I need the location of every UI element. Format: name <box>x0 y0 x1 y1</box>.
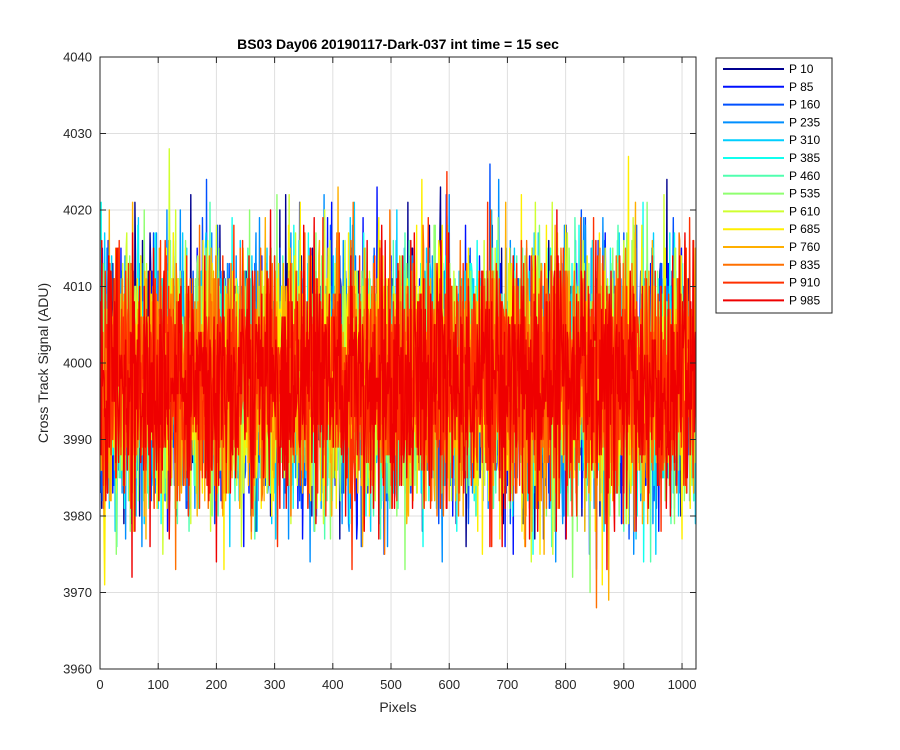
legend-entry: P 835 <box>789 258 820 272</box>
y-tick-label: 3980 <box>63 509 92 524</box>
legend-box <box>715 57 833 314</box>
x-tick-label: 200 <box>206 677 228 692</box>
legend-entry: P 235 <box>789 115 820 129</box>
legend-entry: P 385 <box>789 151 820 165</box>
legend-entry: P 10 <box>789 62 814 76</box>
y-tick-label: 4010 <box>63 279 92 294</box>
legend-entry: P 460 <box>789 169 820 183</box>
series-line <box>100 209 696 578</box>
legend-entry: P 85 <box>789 80 814 94</box>
y-axis-label: Cross Track Signal (ADU) <box>35 283 51 443</box>
y-tick-label: 4030 <box>63 126 92 141</box>
series-group <box>100 148 696 609</box>
legend-entry: P 535 <box>789 187 820 201</box>
legend-entry: P 760 <box>789 240 820 254</box>
y-tick-label: 4020 <box>63 203 92 218</box>
legend: P 10 P 85 P 160 P 235 P 310 P 385 P 460 P 535 P … <box>715 57 833 314</box>
x-tick-label: 800 <box>555 677 577 692</box>
y-tick-label: 3970 <box>63 585 92 600</box>
y-tick-label: 4000 <box>63 356 92 371</box>
x-axis-label: Pixels <box>379 699 416 715</box>
y-tick-label: 3960 <box>63 662 92 677</box>
legend-entry: P 160 <box>789 98 820 112</box>
chart-title: BS03 Day06 20190117-Dark-037 int time = … <box>237 36 559 52</box>
x-tick-label: 900 <box>613 677 635 692</box>
x-tick-label: 400 <box>322 677 344 692</box>
ticks: 0 100 200 300 400 500 600 700 800 900 1000 3960 3970… <box>63 50 696 693</box>
x-tick-label: 0 <box>96 677 103 692</box>
y-tick-label: 3990 <box>63 432 92 447</box>
x-tick-label: 700 <box>497 677 519 692</box>
y-tick-label: 4040 <box>63 50 92 65</box>
x-tick-label: 1000 <box>668 677 697 692</box>
legend-entry: P 985 <box>789 293 820 307</box>
x-tick-label: 300 <box>264 677 286 692</box>
legend-entry: P 685 <box>789 222 820 236</box>
legend-entry: P 310 <box>789 133 820 147</box>
x-tick-label: 100 <box>147 677 169 692</box>
legend-entry: P 610 <box>789 204 820 218</box>
x-tick-label: 500 <box>380 677 402 692</box>
x-tick-label: 600 <box>438 677 460 692</box>
legend-entry: P 910 <box>789 276 820 290</box>
